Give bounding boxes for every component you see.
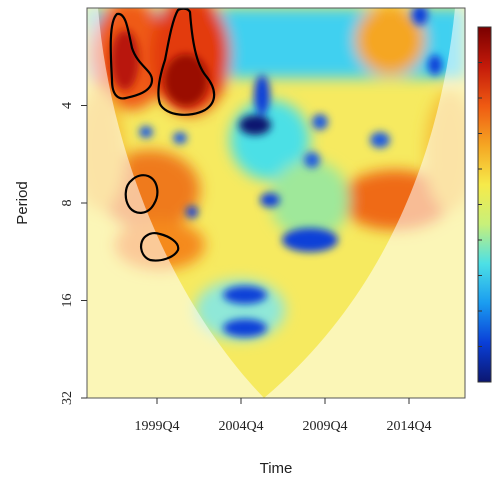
y-tick-label: 4 [60, 102, 75, 109]
significance-contour [157, 8, 216, 116]
x-axis: 1999Q4 2004Q4 2009Q4 2014Q4 [134, 398, 432, 434]
power-spot [223, 286, 267, 304]
power-region [270, 160, 350, 240]
power-region [355, 8, 425, 75]
power-spot [139, 126, 153, 138]
power-spot [260, 193, 280, 207]
heatmap-area [87, 8, 465, 398]
x-tick-label: 2004Q4 [218, 419, 263, 434]
x-tick-label: 2014Q4 [386, 419, 431, 434]
significance-contour [140, 231, 180, 262]
power-spots [111, 8, 442, 337]
power-spot [312, 114, 328, 130]
power-spot [111, 30, 139, 90]
power-spot [304, 152, 320, 168]
y-axis-title: Period [14, 181, 31, 224]
y-tick-label: 16 [60, 294, 75, 308]
significance-contours [109, 8, 216, 262]
power-spot [254, 75, 270, 115]
significance-contour [124, 174, 159, 214]
power-spot [186, 206, 198, 218]
power-spot [164, 54, 208, 106]
colorbar [477, 26, 492, 383]
power-spot [282, 228, 338, 252]
x-tick-label: 1999Q4 [134, 419, 179, 434]
power-spot [370, 132, 390, 148]
power-spot [173, 132, 187, 144]
cone-of-influence [87, 8, 465, 398]
power-spot [412, 8, 428, 25]
y-tick-label: 32 [60, 391, 75, 405]
y-axis: 4 8 16 32 [60, 8, 88, 405]
power-spot [239, 115, 271, 135]
power-spot [428, 55, 442, 75]
significance-contour [109, 12, 154, 100]
x-tick-label: 2009Q4 [302, 419, 347, 434]
power-spot [223, 319, 267, 337]
y-tick-label: 8 [60, 200, 75, 207]
x-axis-title: Time [260, 460, 293, 477]
